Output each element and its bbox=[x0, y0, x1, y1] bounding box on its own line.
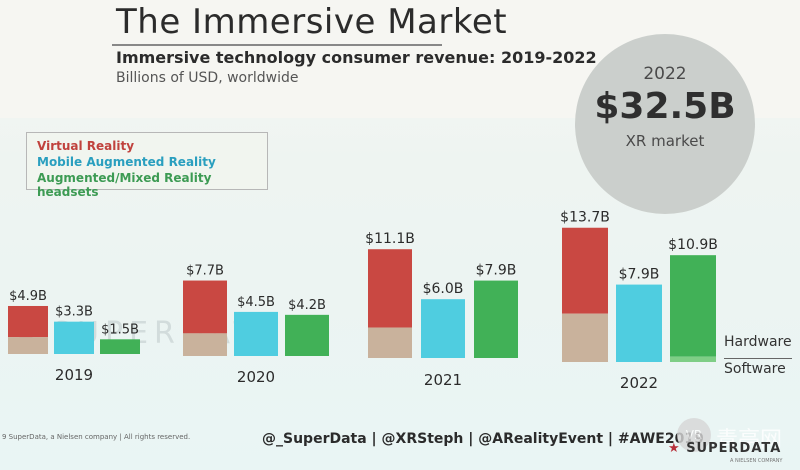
data-label-ar-2020: $4.2B bbox=[288, 298, 326, 313]
bar-vr-2022 bbox=[562, 227, 608, 314]
year-label-2022: 2022 bbox=[620, 374, 658, 392]
footer-logo-text: SUPERDATA bbox=[686, 441, 782, 456]
year-label-2019: 2019 bbox=[55, 366, 93, 384]
bar-vr-software-2019 bbox=[8, 337, 48, 354]
software-label: Software bbox=[724, 361, 786, 377]
legend-item-mobile-ar: Mobile Augmented Reality bbox=[37, 155, 216, 169]
bar-vr-2019 bbox=[8, 305, 48, 338]
bar-ar-software-2022 bbox=[670, 356, 716, 362]
site-badge-icon: VR bbox=[677, 418, 711, 452]
data-label-vr-2019: $4.9B bbox=[9, 289, 47, 304]
logo-star-icon: ★ bbox=[668, 441, 681, 456]
footer-handles: @_SuperData | @XRSteph | @ARealityEvent … bbox=[262, 431, 704, 447]
bar-ar-2022 bbox=[670, 255, 716, 357]
data-label-ar-2021: $7.9B bbox=[476, 263, 517, 279]
legend-item-virtual-reality: Virtual Reality bbox=[37, 139, 135, 153]
data-label-mar-2019: $3.3B bbox=[55, 305, 93, 320]
bar-mar-2019 bbox=[54, 321, 94, 354]
bar-ar-2019 bbox=[100, 339, 140, 354]
bar-vr-software-2021 bbox=[368, 327, 412, 358]
bar-vr-software-2020 bbox=[183, 333, 227, 356]
year-label-2021: 2021 bbox=[424, 371, 462, 389]
footer-logo: ★ SUPERDATA bbox=[668, 441, 781, 456]
bar-vr-2021 bbox=[368, 249, 412, 328]
data-label-vr-2020: $7.7B bbox=[186, 264, 224, 279]
data-label-mar-2020: $4.5B bbox=[237, 295, 275, 310]
bar-mar-2022 bbox=[616, 284, 662, 362]
legend-item-ar-headsets: Augmented/Mixed Reality headsets bbox=[37, 171, 212, 199]
highlight-year: 2022 bbox=[643, 64, 687, 84]
highlight-circle: 2022 $32.5B XR market bbox=[575, 34, 755, 214]
data-label-mar-2021: $6.0B bbox=[423, 281, 464, 297]
highlight-label: XR market bbox=[625, 132, 705, 150]
data-label-mar-2022: $7.9B bbox=[619, 267, 660, 283]
bar-mar-2020 bbox=[234, 311, 278, 356]
data-label-vr-2021: $11.1B bbox=[365, 231, 415, 247]
page-title: The Immersive Market bbox=[116, 2, 508, 42]
footer-logo-sub: A NIELSEN COMPANY bbox=[730, 458, 783, 464]
bar-ar-2020 bbox=[285, 314, 329, 356]
bar-vr-software-2022 bbox=[562, 313, 608, 362]
data-label-vr-2022: $13.7B bbox=[560, 210, 610, 226]
data-label-ar-2022: $10.9B bbox=[668, 237, 718, 253]
data-label-ar-2019: $1.5B bbox=[101, 322, 139, 337]
hardware-software-divider bbox=[724, 358, 792, 359]
site-watermark: 青亭网 bbox=[716, 428, 783, 453]
unit-note: Billions of USD, worldwide bbox=[116, 70, 299, 86]
chart-legend: Virtual Reality Mobile Augmented Reality… bbox=[26, 132, 268, 199]
highlight-amount: $32.5B bbox=[594, 86, 736, 127]
bar-vr-2020 bbox=[183, 280, 227, 334]
footer-copyright: 9 SuperData, a Nielsen company | All rig… bbox=[2, 433, 191, 441]
hardware-label: Hardware bbox=[724, 334, 792, 350]
year-label-2020: 2020 bbox=[237, 368, 275, 386]
bar-ar-2021 bbox=[474, 280, 518, 358]
bar-mar-2021 bbox=[421, 299, 465, 358]
title-underline bbox=[112, 44, 442, 46]
chart-subtitle: Immersive technology consumer revenue: 2… bbox=[116, 48, 597, 67]
